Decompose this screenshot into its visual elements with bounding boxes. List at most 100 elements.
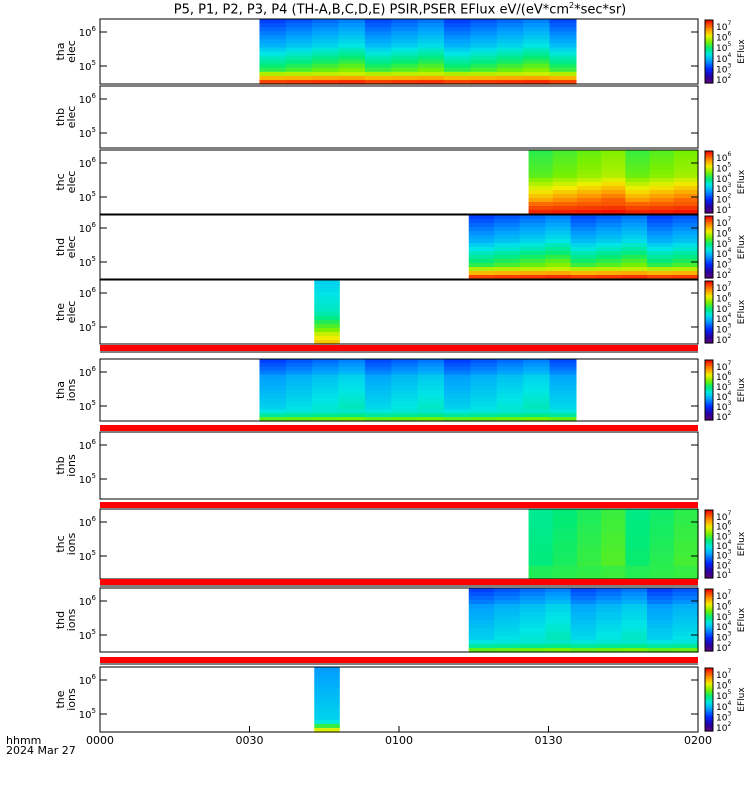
spectrogram-cell [621,219,648,224]
colorbar-segment [705,57,713,60]
spectrogram-cell [649,210,675,215]
spectrogram-cell [494,223,521,228]
spectrogram-cell [338,31,366,36]
spectrogram-cell [596,243,623,248]
colorbar-segment [705,527,713,530]
spectrogram-cell [312,39,340,44]
spectrogram-cell [285,409,313,414]
colorbar-segment [705,67,713,70]
colorbar-frame [704,280,714,344]
colorbar-segment [705,598,713,601]
spectrogram-cell [314,675,340,680]
spectrogram-cell [314,340,340,345]
spectrogram-cell [649,526,675,532]
spectrogram-cell [528,561,554,567]
colorbar-label: EFlux [737,531,747,556]
spectrogram-cell [391,359,419,364]
spectrogram-cell [314,316,340,321]
colorbar-segment [705,523,713,526]
spectrogram-cell [596,231,623,236]
colorbar-segment [705,620,713,623]
spectrogram-cell [552,170,578,175]
spectrogram-cell [496,382,524,387]
spectrogram-cell [570,648,597,653]
colorbar-segment [705,68,713,71]
spectrogram-cell [625,158,651,163]
spectrogram-cell [621,247,648,252]
colorbar-segment [705,518,713,521]
colorbar-segment [705,677,713,680]
spectrogram-cell [470,63,498,69]
spectrogram-cell [314,312,340,317]
colorbar-segment [705,727,713,731]
spectrogram-cell [601,509,626,514]
spectrogram-cell [312,71,340,77]
spectrogram-cell [391,59,419,65]
spectrogram-cell [625,186,651,191]
spectrogram-cell [417,59,445,65]
spectrogram-cell [364,390,392,395]
spectrogram-cell [549,31,577,36]
colorbar-segment [705,216,713,219]
spectrogram-cell [649,561,675,567]
colorbar-segment [705,219,713,222]
spectrogram-cell [259,401,287,407]
spectrogram-cell [496,75,524,81]
colorbar-segment [705,669,713,672]
spectrogram-cell [312,19,340,24]
colorbar-label: EFlux [737,299,747,324]
spectrogram-cell [314,300,340,305]
spectrogram-cell [528,194,554,199]
spectrogram-cell [364,67,392,73]
colorbar-segment [705,222,713,225]
spectrogram-cell [364,397,392,403]
spectrogram-cell [647,592,674,597]
spectrogram-cell [601,182,626,187]
spectrogram-cell [444,75,472,81]
spectrogram-cell [649,570,675,576]
spectrogram-cell [570,243,597,248]
spectrogram-cell [570,604,597,609]
spectrogram-cell [596,640,623,645]
colorbar-segment [705,535,713,538]
spectrogram-cell [444,366,472,372]
spectrogram-cell [625,557,651,563]
spectrogram-cell [314,320,340,325]
spectrogram-cell [523,63,551,69]
spectrogram-cell [625,574,651,580]
spectrogram-cell [576,150,602,155]
spectrogram-cell [549,409,577,414]
spectrogram-cell [649,150,675,155]
colorbar-segment [705,65,713,68]
panel-label: thcions [54,532,78,555]
spectrogram-cell [672,588,699,593]
spectrogram-cell [552,530,578,536]
colorbar-label: EFlux [737,39,747,64]
spectrogram-cell [552,552,578,558]
spectrogram-cell [391,71,419,77]
x-tick-label: 0130 [535,734,563,747]
spectrogram-cell [444,397,472,403]
spectrogram-cell [444,67,472,73]
spectrogram-cell [417,63,445,69]
spectrogram-cell [338,386,366,391]
spectrogram-cell [338,67,366,73]
spectrogram-cell [519,608,546,613]
spectrogram-cell [338,417,366,422]
spectrogram-cell [625,517,651,523]
colorbar-segment [705,550,713,554]
spectrogram-cell [621,259,648,264]
spectrogram-cell [496,35,524,40]
spectrogram-cell [470,397,498,403]
colorbar-segment [705,38,713,42]
spectrogram-cell [494,636,521,641]
colorbar-segment [705,612,713,615]
spectrogram-cell [649,557,675,563]
spectrogram-cell [549,405,577,410]
colorbar-segment [705,271,713,274]
spectrogram-cell [338,27,366,32]
spectrogram-cell [494,251,521,256]
y-tick-label: 106 [79,156,97,170]
spectrogram-cell [601,522,626,528]
